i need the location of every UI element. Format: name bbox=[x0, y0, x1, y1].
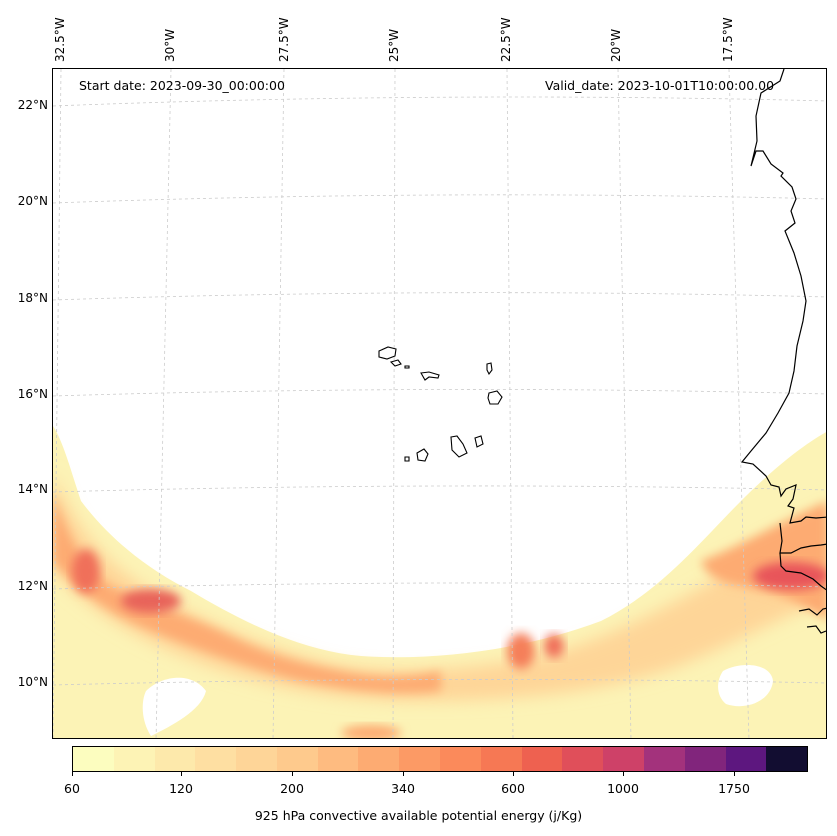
cape-field bbox=[53, 426, 826, 738]
colorbar-segment bbox=[643, 747, 685, 771]
colorbar-segment bbox=[154, 747, 196, 771]
colorbar-segment bbox=[358, 747, 400, 771]
start-date-label: Start date: 2023-09-30_00:00:00 bbox=[79, 78, 285, 93]
colorbar-segment bbox=[480, 747, 522, 771]
map-canvas bbox=[53, 69, 826, 738]
colorbar-segment bbox=[195, 747, 237, 771]
island-santiago bbox=[450, 435, 468, 458]
colorbar-segment bbox=[276, 747, 318, 771]
colorbar-tick-120 bbox=[181, 772, 182, 776]
colorbar-segment bbox=[399, 747, 441, 771]
lon-label-20w: 20°W bbox=[609, 28, 623, 62]
cape-gap-sw bbox=[142, 677, 206, 736]
colorbar-tick-600 bbox=[513, 772, 514, 776]
colorbar bbox=[72, 746, 808, 772]
island-brava bbox=[404, 456, 410, 462]
gridlines bbox=[53, 69, 826, 738]
lat-label-16n: 16°N bbox=[17, 387, 48, 401]
cape-core-central bbox=[507, 633, 535, 669]
colorbar-segment bbox=[562, 747, 604, 771]
african-coastline bbox=[740, 69, 826, 634]
colorbar-segment bbox=[236, 747, 277, 771]
cape-gap-se bbox=[718, 665, 773, 707]
colorbar-segment bbox=[440, 747, 481, 771]
colorbar-title: 925 hPa convective available potential e… bbox=[254, 808, 583, 823]
colorbar-label-120: 120 bbox=[169, 781, 193, 796]
lon-label-17-5w: 17.5°W bbox=[721, 17, 735, 62]
island-sao-vicente bbox=[389, 359, 402, 367]
colorbar-segment bbox=[317, 747, 359, 771]
cape-band-coast bbox=[701, 501, 826, 620]
island-boa-vista bbox=[487, 390, 503, 405]
colorbar-tick-1750 bbox=[734, 772, 735, 776]
lon-label-32-5w: 32.5°W bbox=[53, 17, 67, 62]
colorbar-label-340: 340 bbox=[391, 781, 415, 796]
lat-label-10n: 10°N bbox=[17, 675, 48, 689]
valid-date-label: Valid_date: 2023-10-01T10:00:00.00 bbox=[545, 78, 775, 93]
colorbar-tick-200 bbox=[292, 772, 293, 776]
lon-label-30w: 30°W bbox=[163, 28, 177, 62]
coast-mauritania-senegal bbox=[740, 69, 826, 524]
colorbar-label-200: 200 bbox=[280, 781, 304, 796]
island-sal bbox=[486, 362, 493, 376]
island-fogo bbox=[416, 448, 429, 462]
cape-core-west-2 bbox=[121, 589, 181, 613]
lat-label-14n: 14°N bbox=[17, 482, 48, 496]
colorbar-tick-340 bbox=[403, 772, 404, 776]
lon-label-25w: 25°W bbox=[387, 28, 401, 62]
cape-core-west bbox=[72, 549, 100, 593]
colorbar-tick-1000 bbox=[623, 772, 624, 776]
lat-label-12n: 12°N bbox=[17, 579, 48, 593]
lat-label-18n: 18°N bbox=[17, 291, 48, 305]
colorbar-segment bbox=[766, 747, 808, 771]
colorbar-segment bbox=[725, 747, 767, 771]
cape-band-upper bbox=[53, 491, 441, 693]
map-panel[interactable] bbox=[52, 68, 827, 739]
colorbar-segment bbox=[73, 747, 114, 771]
lat-label-22n: 22°N bbox=[17, 98, 48, 112]
colorbar-label-1000: 1000 bbox=[607, 781, 639, 796]
colorbar-tick-60 bbox=[72, 772, 73, 776]
cape-core-south bbox=[341, 725, 401, 738]
lat-label-20n: 20°N bbox=[17, 194, 48, 208]
coast-gambia-guinea bbox=[779, 522, 826, 634]
cape-core-coast bbox=[753, 562, 826, 590]
cape-core-central-2 bbox=[544, 634, 564, 658]
lon-label-22-5w: 22.5°W bbox=[499, 17, 513, 62]
island-maio bbox=[474, 435, 484, 448]
colorbar-label-60: 60 bbox=[64, 781, 80, 796]
island-sao-nicolau bbox=[420, 371, 440, 381]
island-santo-antao bbox=[378, 346, 397, 360]
colorbar-segment bbox=[113, 747, 155, 771]
island-santa-luzia bbox=[404, 365, 410, 369]
colorbar-segment bbox=[684, 747, 726, 771]
cabo-verde-islands bbox=[378, 346, 503, 462]
colorbar-label-600: 600 bbox=[501, 781, 525, 796]
colorbar-segment bbox=[603, 747, 644, 771]
colorbar-label-1750: 1750 bbox=[718, 781, 750, 796]
colorbar-segment bbox=[521, 747, 563, 771]
lon-label-27-5w: 27.5°W bbox=[277, 17, 291, 62]
